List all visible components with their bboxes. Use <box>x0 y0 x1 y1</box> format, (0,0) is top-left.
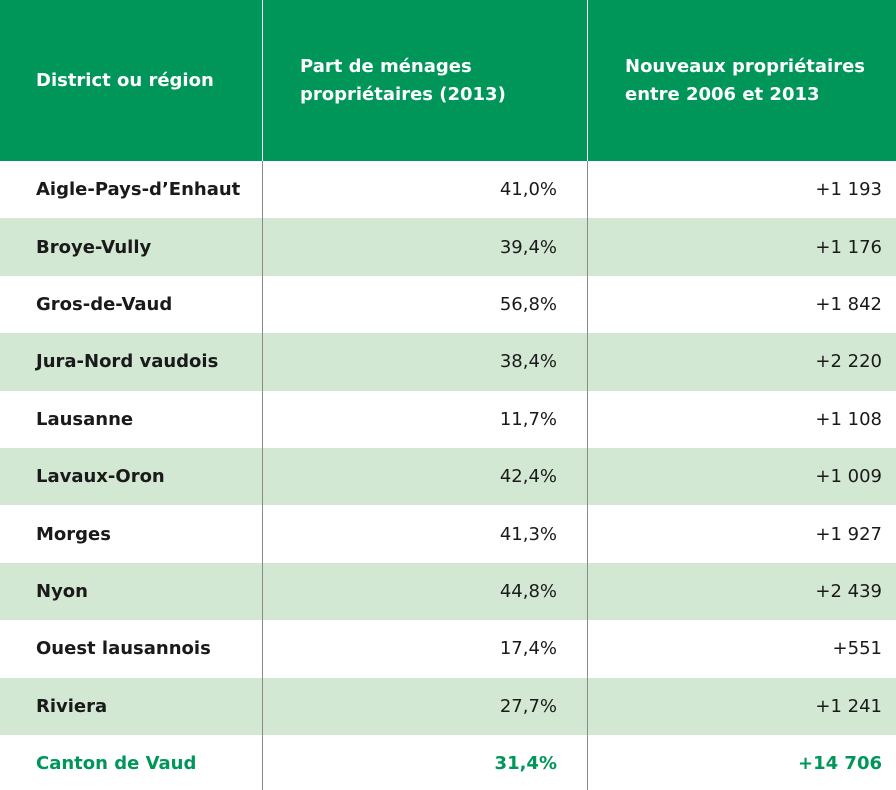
table-row: Jura-Nord vaudois 38,4% +2 220 <box>0 333 896 391</box>
district-name: Jura-Nord vaudois <box>36 351 219 373</box>
header-divider <box>262 0 263 161</box>
district-name: Riviera <box>36 695 108 717</box>
new-owners: +1 241 <box>815 695 882 717</box>
district-name: Lausanne <box>36 408 134 430</box>
table-body: Aigle-Pays-d’Enhaut 41,0% +1 193 Broye-V… <box>0 161 896 790</box>
table-row: Riviera 27,7% +1 241 <box>0 677 896 735</box>
district-name: Lavaux-Oron <box>36 466 165 488</box>
new-owners: +2 220 <box>815 351 882 373</box>
table-row: Morges 41,3% +1 927 <box>0 505 896 562</box>
new-owners: +2 439 <box>815 580 882 602</box>
total-name: Canton de Vaud <box>36 753 197 775</box>
district-name: Broye-Vully <box>36 236 152 258</box>
owner-share: 38,4% <box>499 351 557 373</box>
owner-share: 17,4% <box>499 638 557 660</box>
owner-share: 56,8% <box>499 293 557 315</box>
district-name: Ouest lausannois <box>36 638 211 660</box>
table-row: Gros-de-Vaud 56,8% +1 842 <box>0 276 896 333</box>
owner-share: 41,3% <box>499 523 557 545</box>
table-row: Broye-Vully 39,4% +1 176 <box>0 218 896 276</box>
owner-share: 11,7% <box>499 408 557 430</box>
new-owners: +1 108 <box>815 408 882 430</box>
new-owners: +551 <box>832 638 882 660</box>
total-new-owners: +14 706 <box>798 753 882 775</box>
new-owners: +1 842 <box>815 293 882 315</box>
total-owner-share: 31,4% <box>494 753 557 775</box>
owner-share: 27,7% <box>499 695 557 717</box>
district-name: Gros-de-Vaud <box>36 293 173 315</box>
owner-share: 44,8% <box>499 580 557 602</box>
district-name: Aigle-Pays-d’Enhaut <box>36 179 241 201</box>
header-divider <box>587 0 588 161</box>
owner-share: 39,4% <box>499 236 557 258</box>
header-share-owners-line2: propriétaires (2013) <box>300 83 506 105</box>
owner-share: 42,4% <box>499 466 557 488</box>
new-owners: +1 193 <box>815 179 882 201</box>
header-share-owners: Part de ménages propriétaires (2013) <box>262 0 587 161</box>
table-header: District ou région Part de ménages propr… <box>0 0 896 161</box>
header-new-owners: Nouveaux propriétaires entre 2006 et 201… <box>587 0 896 161</box>
header-new-owners-line1: Nouveaux propriétaires <box>625 55 866 77</box>
table-row: Ouest lausannois 17,4% +551 <box>0 620 896 677</box>
new-owners: +1 009 <box>815 466 882 488</box>
table-row: Lavaux-Oron 42,4% +1 009 <box>0 447 896 506</box>
new-owners: +1 927 <box>815 523 882 545</box>
header-district: District ou région <box>0 0 262 161</box>
total-row: Canton de Vaud 31,4% +14 706 <box>0 735 896 790</box>
new-owners: +1 176 <box>815 236 882 258</box>
column-divider <box>587 0 588 790</box>
district-name: Nyon <box>36 580 88 602</box>
column-divider <box>262 0 263 790</box>
table-row: Nyon 44,8% +2 439 <box>0 562 896 621</box>
district-name: Morges <box>36 523 111 545</box>
table-row: Lausanne 11,7% +1 108 <box>0 391 896 448</box>
header-new-owners-line2: entre 2006 et 2013 <box>625 83 820 105</box>
owner-share: 41,0% <box>499 179 557 201</box>
header-district-label: District ou région <box>36 69 214 91</box>
header-share-owners-line1: Part de ménages <box>300 55 472 77</box>
table-row: Aigle-Pays-d’Enhaut 41,0% +1 193 <box>0 161 896 218</box>
